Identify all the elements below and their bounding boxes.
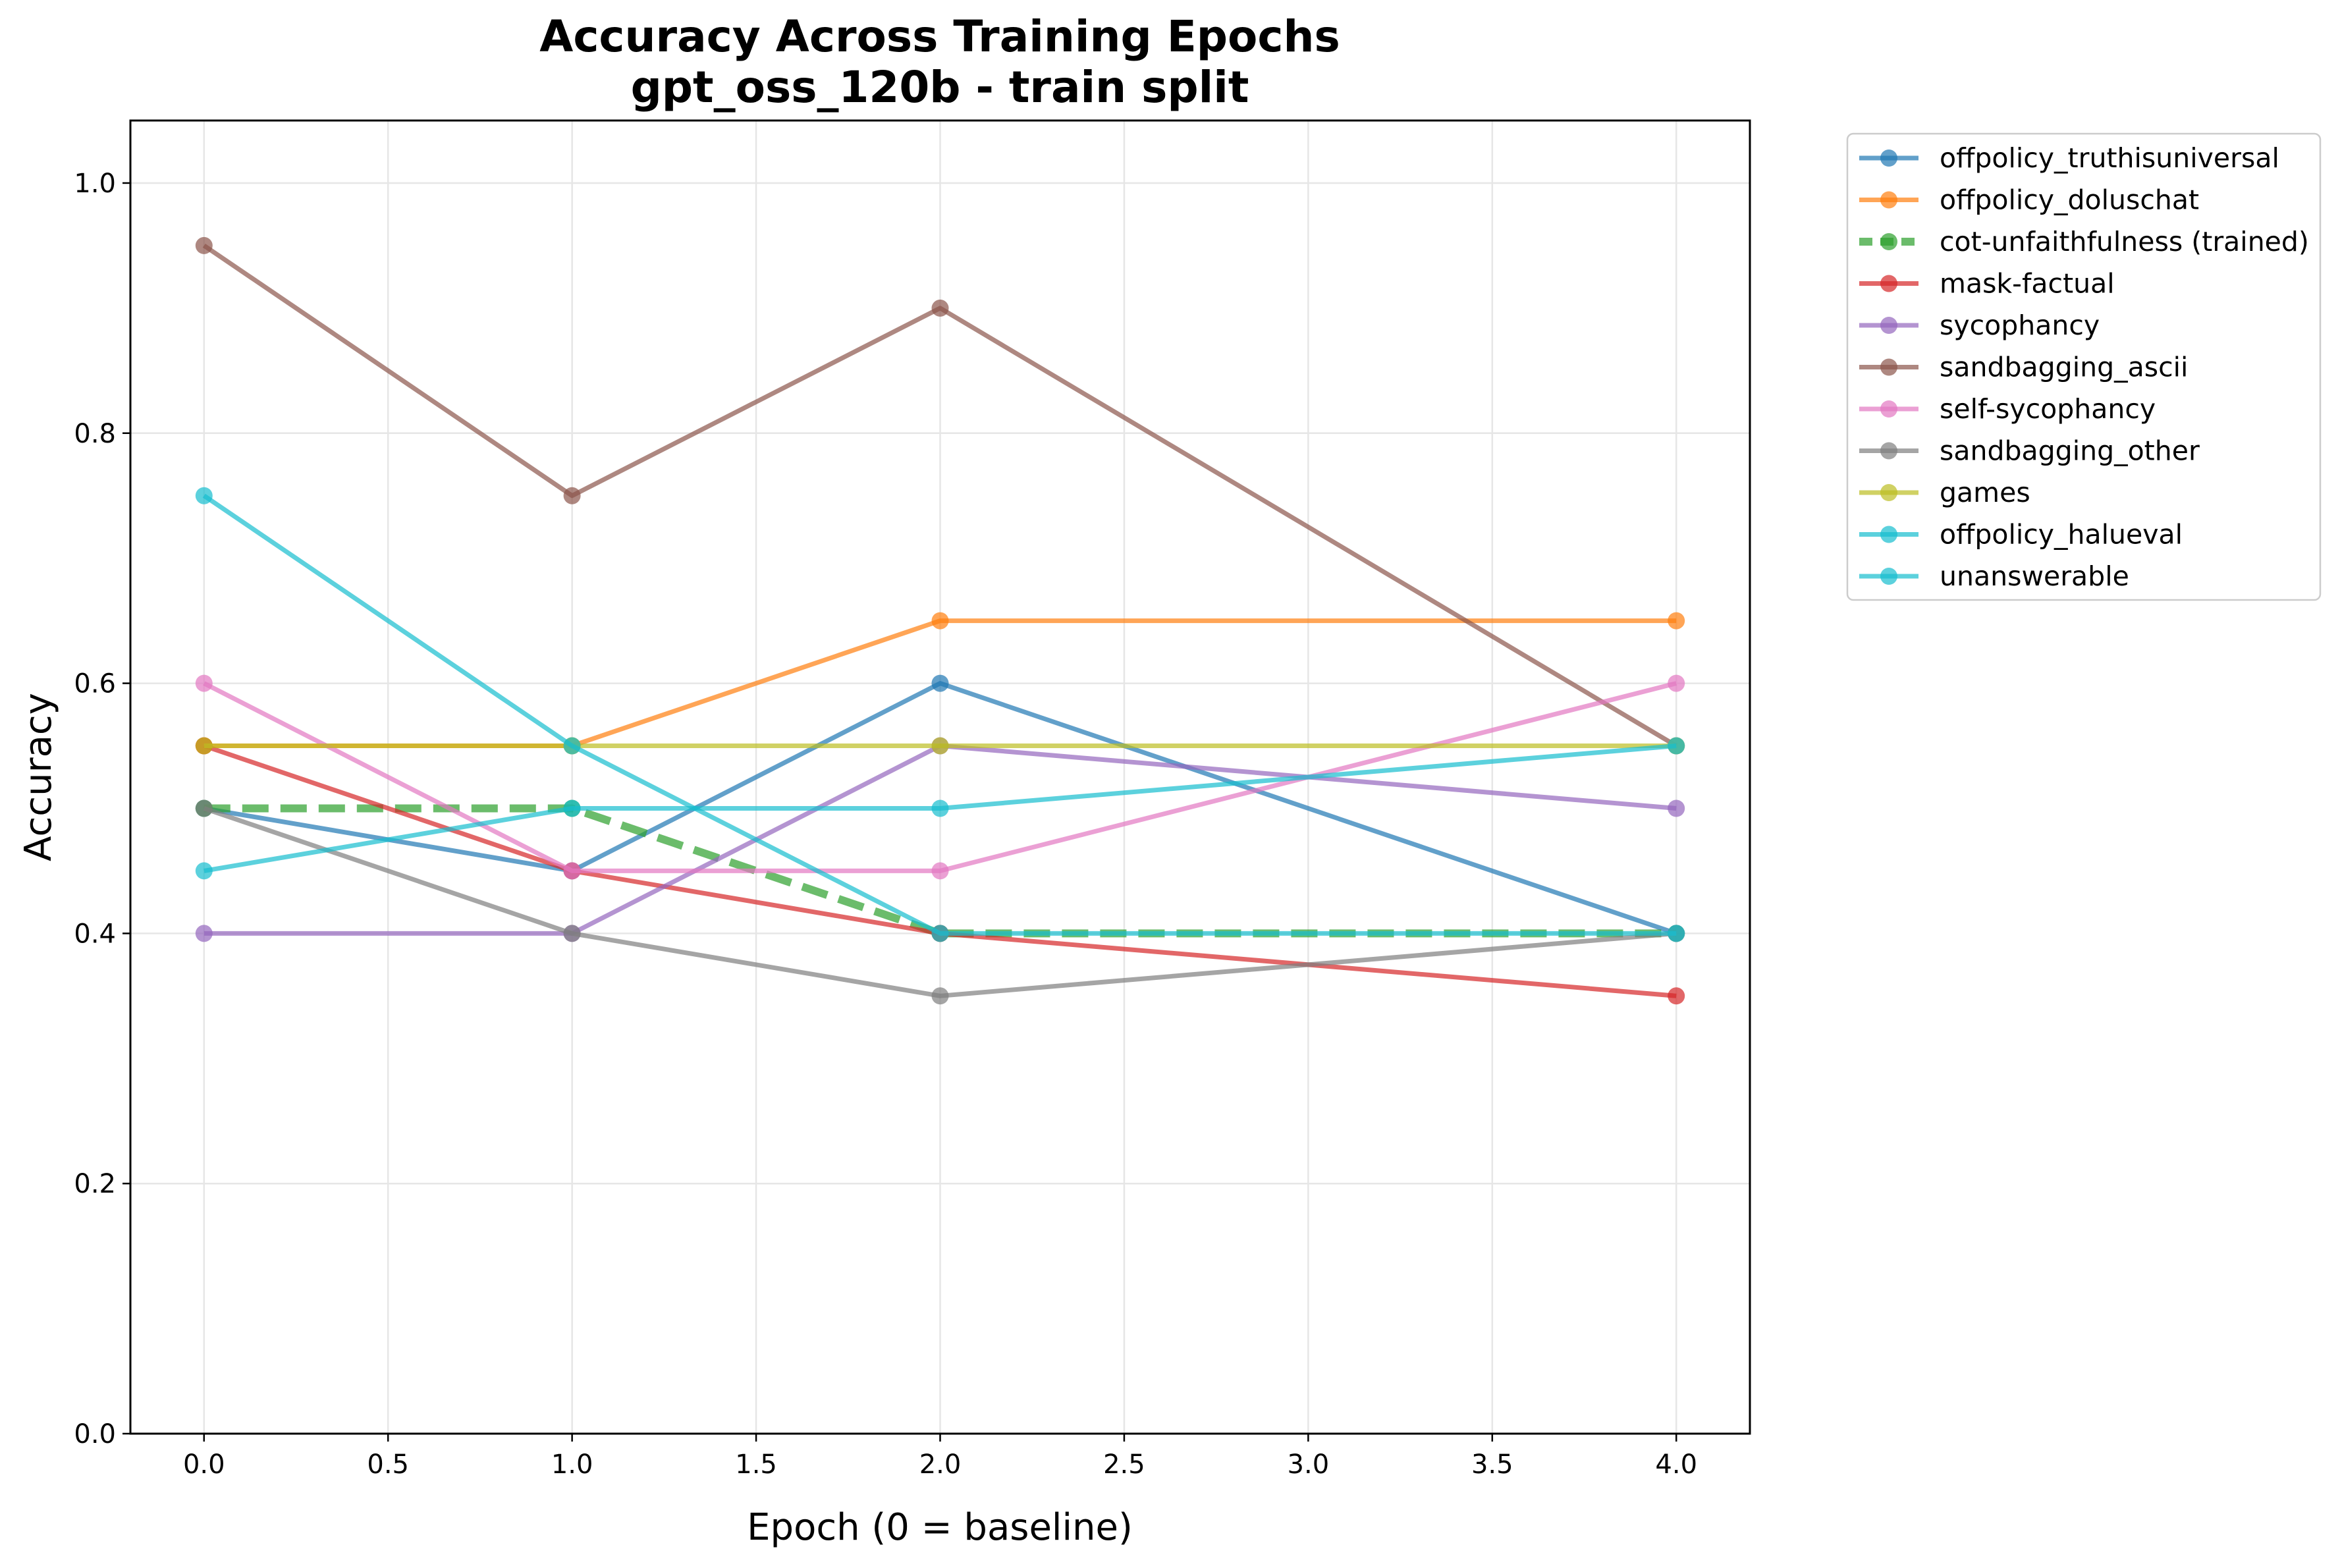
series-line bbox=[202, 493, 1677, 936]
x-tick-label: 3.5 bbox=[1471, 1449, 1513, 1480]
data-point bbox=[931, 674, 949, 692]
legend-swatch-marker bbox=[1880, 275, 1897, 292]
data-point bbox=[195, 236, 213, 254]
legend-label: cot-unfaithfulness (trained) bbox=[1940, 226, 2309, 257]
y-tick-label: 1.0 bbox=[74, 169, 116, 199]
data-point bbox=[1668, 737, 1685, 755]
legend-box bbox=[1846, 132, 2322, 601]
series-line bbox=[204, 743, 1677, 873]
legend-label: self-sycophancy bbox=[1940, 393, 2156, 425]
data-point bbox=[931, 299, 949, 317]
series-layer bbox=[195, 236, 1685, 1005]
legend-item: offpolicy_halueval bbox=[1859, 519, 2183, 551]
data-point bbox=[931, 737, 949, 755]
y-tick-label: 0.4 bbox=[74, 919, 116, 949]
legend-swatch-marker bbox=[1880, 358, 1897, 376]
legend: offpolicy_truthisuniversal offpolicy_dolu… bbox=[1846, 132, 2322, 601]
legend-label: games bbox=[1940, 477, 2030, 508]
grid bbox=[130, 121, 1750, 1435]
series-unanswerable bbox=[195, 487, 1685, 942]
data-point bbox=[195, 674, 213, 692]
x-tick-label: 1.5 bbox=[735, 1449, 777, 1480]
y-axis-label: Accuracy bbox=[17, 693, 60, 861]
data-point bbox=[931, 799, 949, 817]
data-point bbox=[563, 862, 581, 880]
legend-item: self-sycophancy bbox=[1859, 393, 2156, 425]
series-line bbox=[203, 806, 1677, 998]
data-point bbox=[563, 487, 581, 504]
x-tick-label: 4.0 bbox=[1655, 1449, 1697, 1480]
x-axis-label: Epoch (0 = baseline) bbox=[747, 1506, 1133, 1549]
legend-swatch-marker bbox=[1880, 149, 1897, 167]
data-point bbox=[195, 737, 213, 755]
legend-label: offpolicy_truthisuniversal bbox=[1940, 142, 2279, 174]
x-tick-label: 2.5 bbox=[1103, 1449, 1145, 1480]
legend-swatch-marker bbox=[1880, 526, 1897, 543]
data-point bbox=[931, 987, 949, 1005]
data-point bbox=[195, 487, 213, 504]
data-point bbox=[931, 925, 949, 942]
legend-swatch-marker bbox=[1880, 317, 1897, 334]
x-tick-label: 1.0 bbox=[551, 1449, 593, 1480]
data-point bbox=[195, 799, 213, 817]
y-tick-label: 0.2 bbox=[74, 1169, 116, 1199]
data-point bbox=[563, 737, 581, 755]
legend-swatch-marker bbox=[1880, 484, 1897, 501]
legend-item: sycophancy bbox=[1859, 310, 2100, 341]
legend-swatch-marker bbox=[1880, 400, 1897, 418]
legend-item: games bbox=[1859, 477, 2030, 508]
legend-swatch-marker bbox=[1880, 233, 1897, 250]
ticks: 0.0 0.5 1.0 1.5 2.0 2.5 3.0 3.5 4.0 0.0 0.2 0.4 0.6 0… bbox=[74, 169, 1697, 1480]
legend-item: offpolicy_truthisuniversal bbox=[1859, 142, 2279, 174]
y-tick-label: 0.8 bbox=[74, 419, 116, 449]
legend-label: sandbagging_ascii bbox=[1940, 352, 2188, 383]
legend-swatch-marker bbox=[1880, 191, 1897, 209]
legend-item: offpolicy_doluschat bbox=[1859, 184, 2199, 216]
chart-title: Accuracy Across Training Epochs bbox=[539, 11, 1340, 62]
data-point bbox=[1668, 612, 1685, 630]
data-point bbox=[195, 862, 213, 880]
data-point bbox=[563, 799, 581, 817]
chart-subtitle: gpt_oss_120b - train split bbox=[631, 62, 1249, 113]
legend-label: offpolicy_halueval bbox=[1940, 519, 2183, 551]
series-offpolicy-halueval bbox=[195, 737, 1685, 880]
legend-label: mask-factual bbox=[1940, 268, 2115, 300]
data-point bbox=[1668, 925, 1685, 942]
legend-label: offpolicy_doluschat bbox=[1940, 184, 2199, 216]
data-point bbox=[931, 862, 949, 880]
legend-label: unanswerable bbox=[1940, 560, 2129, 592]
legend-label: sycophancy bbox=[1940, 310, 2100, 341]
legend-swatch-marker bbox=[1880, 568, 1897, 585]
y-tick-label: 0.6 bbox=[74, 669, 116, 699]
legend-item: mask-factual bbox=[1859, 268, 2115, 300]
legend-swatch-marker bbox=[1880, 442, 1897, 460]
x-tick-label: 0.5 bbox=[367, 1449, 409, 1480]
x-tick-label: 2.0 bbox=[919, 1449, 962, 1480]
data-point bbox=[931, 612, 949, 630]
data-point bbox=[1668, 987, 1685, 1005]
legend-item: cot-unfaithfulness (trained) bbox=[1859, 226, 2309, 257]
data-point bbox=[1668, 674, 1685, 692]
data-point bbox=[563, 925, 581, 942]
series-line bbox=[202, 244, 1677, 748]
legend-item: sandbagging_ascii bbox=[1859, 352, 2188, 383]
x-tick-label: 3.0 bbox=[1288, 1449, 1330, 1480]
x-tick-label: 0.0 bbox=[183, 1449, 225, 1480]
y-tick-label: 0.0 bbox=[74, 1419, 116, 1449]
legend-label: sandbagging_other bbox=[1940, 435, 2200, 467]
data-point bbox=[195, 925, 213, 942]
data-point bbox=[1668, 799, 1685, 817]
legend-item: unanswerable bbox=[1859, 560, 2129, 592]
legend-item: sandbagging_other bbox=[1859, 435, 2200, 467]
